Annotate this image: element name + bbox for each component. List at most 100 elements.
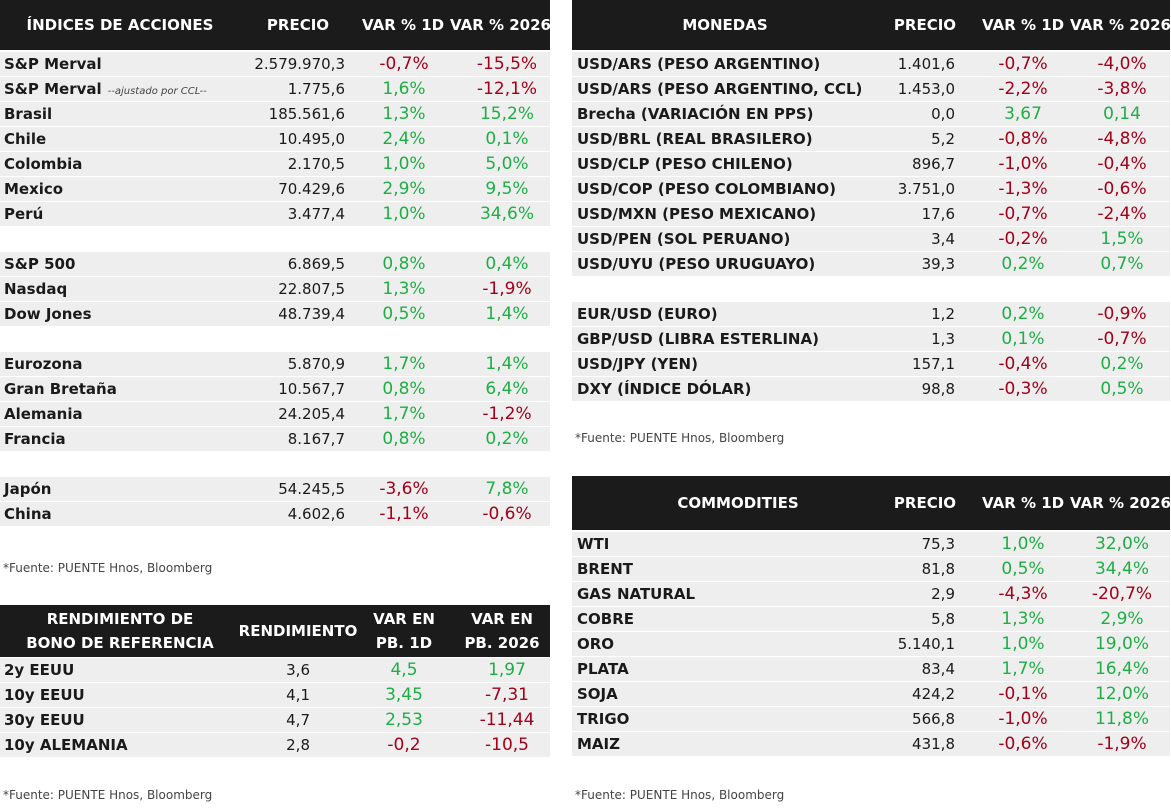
row-name: USD/PEN (SOL PERUANO) bbox=[577, 227, 877, 251]
variation-cell: -7,31 bbox=[485, 685, 529, 705]
row-label: USD/JPY (YEN) bbox=[577, 355, 698, 373]
table-row bbox=[572, 152, 1170, 176]
row-name: PLATA bbox=[577, 657, 877, 681]
row-label: Eurozona bbox=[4, 355, 83, 373]
row-label: S&P 500 bbox=[4, 255, 76, 273]
variation-cell: 1,7% bbox=[382, 354, 426, 374]
price-cell: 10.495,0 bbox=[278, 130, 345, 148]
variation-cell: -0,6% bbox=[1097, 179, 1147, 199]
price-cell: 5.140,1 bbox=[897, 635, 955, 653]
price-cell: 4,1 bbox=[286, 686, 310, 704]
row-label: GBP/USD (LIBRA ESTERLINA) bbox=[577, 330, 819, 348]
row-name: USD/COP (PESO COLOMBIANO) bbox=[577, 177, 877, 201]
header-cell: RENDIMIENTO bbox=[238, 605, 358, 657]
variation-cell: 12,0% bbox=[1094, 684, 1149, 704]
row-label: Francia bbox=[4, 430, 66, 448]
table-row bbox=[0, 127, 550, 151]
table-row bbox=[0, 277, 550, 301]
variation-cell: 0,2% bbox=[1001, 254, 1045, 274]
variation-cell: -15,5% bbox=[476, 54, 538, 74]
price-cell: 2.170,5 bbox=[287, 155, 345, 173]
row-name: Perú bbox=[4, 202, 244, 226]
row-label: Alemania bbox=[4, 405, 83, 423]
row-name: Nasdaq bbox=[4, 277, 244, 301]
variation-cell: 0,7% bbox=[1100, 254, 1144, 274]
row-label: ORO bbox=[577, 635, 615, 653]
row-name: USD/MXN (PESO MEXICANO) bbox=[577, 202, 877, 226]
table-row bbox=[0, 658, 550, 682]
variation-cell: -0,8% bbox=[998, 129, 1048, 149]
header-line: VAR EN bbox=[373, 610, 435, 628]
variation-cell: 1,3% bbox=[382, 104, 426, 124]
row-name: ORO bbox=[577, 632, 877, 656]
variation-cell: 6,4% bbox=[485, 379, 529, 399]
footnote: *Fuente: PUENTE Hnos, Bloomberg bbox=[3, 788, 213, 802]
price-cell: 54.245,5 bbox=[278, 480, 345, 498]
row-name: China bbox=[4, 502, 244, 526]
variation-cell: 7,8% bbox=[485, 479, 529, 499]
table-row bbox=[0, 102, 550, 126]
table-row bbox=[572, 582, 1170, 606]
header-cell: VAR EN PB. 2026 bbox=[452, 605, 552, 657]
table-row bbox=[572, 102, 1170, 126]
variation-cell: -0,2 bbox=[387, 735, 421, 755]
variation-cell: 0,2% bbox=[485, 429, 529, 449]
header-cell: VAR % 1D bbox=[362, 16, 445, 34]
price-cell: 4.602,6 bbox=[287, 505, 345, 523]
price-cell: 431,8 bbox=[912, 735, 955, 753]
row-label: USD/PEN (SOL PERUANO) bbox=[577, 230, 791, 248]
variation-cell: -0,1% bbox=[998, 684, 1048, 704]
variation-cell: 1,4% bbox=[485, 354, 529, 374]
variation-cell: 34,6% bbox=[479, 204, 534, 224]
variation-cell: 0,4% bbox=[485, 254, 529, 274]
variation-cell: 19,0% bbox=[1094, 634, 1149, 654]
row-name: USD/ARS (PESO ARGENTINO) bbox=[577, 52, 877, 76]
price-cell: 1,3 bbox=[931, 330, 955, 348]
table-row bbox=[572, 202, 1170, 226]
variation-cell: -1,9% bbox=[482, 279, 532, 299]
table-row bbox=[572, 732, 1170, 756]
price-cell: 24.205,4 bbox=[278, 405, 345, 423]
row-name: Eurozona bbox=[4, 352, 244, 376]
table-row bbox=[572, 607, 1170, 631]
price-cell: 3.751,0 bbox=[897, 180, 955, 198]
variation-cell: -0,2% bbox=[998, 229, 1048, 249]
variation-cell: 2,9% bbox=[1100, 609, 1144, 629]
price-cell: 70.429,6 bbox=[278, 180, 345, 198]
price-cell: 3,6 bbox=[286, 661, 310, 679]
price-cell: 1,2 bbox=[931, 305, 955, 323]
variation-cell: -0,7% bbox=[1097, 329, 1147, 349]
row-label: Gran Bretaña bbox=[4, 380, 117, 398]
variation-cell: -2,4% bbox=[1097, 204, 1147, 224]
row-name: TRIGO bbox=[577, 707, 877, 731]
table-row bbox=[0, 427, 550, 451]
row-name: DXY (ÍNDICE DÓLAR) bbox=[577, 377, 877, 401]
row-label: 2y EEUU bbox=[4, 661, 75, 679]
variation-cell: 0,5% bbox=[382, 304, 426, 324]
variation-cell: 11,8% bbox=[1094, 709, 1149, 729]
table-row bbox=[0, 202, 550, 226]
price-cell: 17,6 bbox=[921, 205, 955, 223]
row-name: Japón bbox=[4, 477, 244, 501]
price-cell: 75,3 bbox=[921, 535, 955, 553]
table-row bbox=[572, 227, 1170, 251]
row-name: WTI bbox=[577, 532, 877, 556]
variation-cell: 9,5% bbox=[485, 179, 529, 199]
variation-cell: 0,8% bbox=[382, 379, 426, 399]
variation-cell: -1,9% bbox=[1097, 734, 1147, 754]
price-cell: 81,8 bbox=[921, 560, 955, 578]
row-label: 10y EEUU bbox=[4, 686, 85, 704]
row-name: 10y ALEMANIA bbox=[4, 733, 244, 757]
table-header bbox=[572, 476, 1170, 530]
header-cell: VAR % 1D bbox=[982, 494, 1065, 512]
variation-cell: -0,7% bbox=[379, 54, 429, 74]
row-label: PLATA bbox=[577, 660, 629, 678]
row-label: Perú bbox=[4, 205, 44, 223]
variation-cell: 0,5% bbox=[1100, 379, 1144, 399]
row-label: USD/BRL (REAL BRASILERO) bbox=[577, 130, 813, 148]
row-label: S&P Merval bbox=[4, 55, 102, 73]
variation-cell: 1,0% bbox=[382, 204, 426, 224]
table-row bbox=[0, 377, 550, 401]
table-row bbox=[572, 352, 1170, 376]
